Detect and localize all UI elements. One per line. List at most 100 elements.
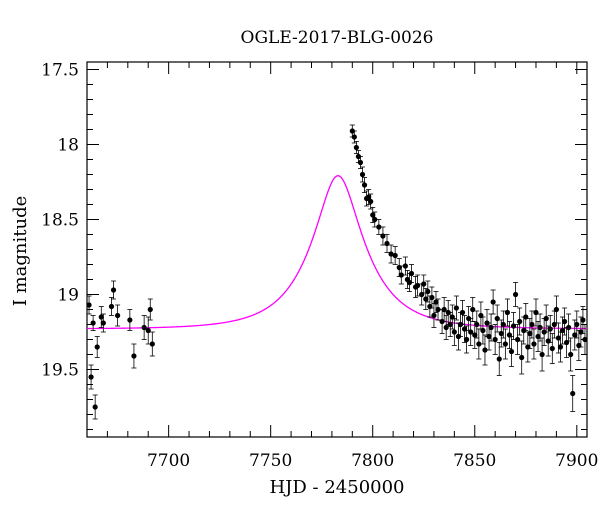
data-points-layer	[86, 124, 588, 420]
data-point	[523, 314, 529, 320]
data-point	[480, 327, 486, 334]
data-point	[435, 306, 441, 313]
data-point	[370, 212, 376, 218]
data-point	[488, 324, 494, 331]
data-point	[147, 306, 153, 313]
data-point	[543, 315, 549, 322]
x-tick-labels: 7700 7750 7800 7850 7900	[147, 451, 598, 471]
data-point	[486, 333, 492, 340]
data-point	[547, 326, 553, 332]
data-point	[351, 134, 357, 140]
y-tick-label: 18	[57, 136, 79, 156]
data-point	[527, 330, 533, 337]
data-point	[368, 198, 374, 205]
data-point	[572, 332, 578, 338]
data-point	[127, 317, 133, 323]
data-point	[94, 344, 100, 350]
data-point	[421, 281, 427, 287]
chart-title: OGLE-2017-BLG-0026	[241, 28, 434, 48]
data-point	[539, 351, 545, 358]
data-point	[474, 321, 480, 328]
data-point	[463, 336, 470, 343]
data-point	[535, 333, 541, 340]
y-tick-label: 19	[57, 286, 79, 306]
data-point	[512, 291, 519, 298]
data-point	[353, 144, 359, 151]
data-point	[502, 341, 508, 347]
x-tick-label: 7850	[453, 451, 496, 471]
data-point	[459, 309, 466, 316]
data-point	[492, 336, 498, 343]
x-tick-label: 7700	[147, 451, 190, 471]
data-point	[402, 263, 408, 269]
data-point	[490, 299, 496, 305]
data-point	[425, 288, 431, 295]
y-tick-labels: 17.5 18 18.5 19 19.5	[41, 61, 79, 381]
data-point	[376, 224, 382, 230]
data-point	[384, 240, 390, 247]
data-point	[359, 171, 366, 178]
x-tick-label: 7900	[555, 451, 598, 471]
data-point	[431, 312, 437, 319]
data-point	[453, 305, 459, 311]
data-point	[100, 320, 106, 326]
data-point	[115, 312, 121, 319]
data-point	[533, 309, 539, 316]
data-point	[510, 323, 517, 329]
data-point	[494, 315, 500, 322]
data-point	[372, 216, 378, 223]
model-curve-layer	[86, 175, 587, 330]
data-point	[555, 335, 562, 341]
data-point	[461, 326, 468, 332]
data-point	[517, 318, 523, 325]
data-point	[108, 303, 115, 310]
y-tick-label: 17.5	[41, 61, 79, 81]
plot-area	[86, 61, 588, 438]
y-tick-label: 18.5	[41, 211, 79, 231]
data-point	[531, 341, 537, 347]
data-point	[561, 318, 568, 325]
data-point	[90, 320, 96, 326]
data-point	[149, 341, 155, 347]
data-point	[559, 327, 566, 334]
data-point	[392, 252, 398, 259]
data-point	[570, 390, 576, 397]
data-point	[441, 306, 447, 313]
data-point	[557, 344, 564, 350]
data-point	[496, 356, 502, 362]
x-tick-label: 7750	[249, 451, 292, 471]
data-point	[482, 347, 488, 353]
data-point	[92, 404, 98, 410]
data-point	[470, 306, 476, 313]
data-point	[476, 341, 482, 347]
data-point	[443, 324, 449, 331]
data-point	[98, 314, 104, 320]
data-point	[88, 374, 94, 380]
data-point	[415, 282, 421, 289]
data-point	[451, 329, 457, 335]
data-point	[472, 332, 478, 338]
model-curve	[86, 175, 587, 330]
x-axis-label: HJD - 2450000	[269, 477, 404, 498]
data-point	[468, 329, 474, 335]
data-point	[515, 336, 521, 343]
data-point	[537, 324, 543, 331]
data-point	[380, 233, 386, 239]
data-point	[549, 345, 555, 352]
data-point	[566, 324, 572, 331]
axis-ticks	[86, 62, 587, 437]
data-point	[141, 324, 147, 331]
x-tick-label: 7800	[351, 451, 394, 471]
data-point	[582, 336, 588, 343]
data-point	[145, 327, 151, 334]
data-point	[423, 296, 429, 302]
data-point	[519, 354, 525, 361]
data-point	[447, 321, 453, 328]
y-axis-label: I magnitude	[10, 196, 31, 307]
data-point	[574, 321, 580, 328]
data-point	[408, 270, 415, 277]
data-point	[361, 182, 368, 188]
data-point	[433, 299, 439, 305]
data-point	[508, 348, 515, 355]
